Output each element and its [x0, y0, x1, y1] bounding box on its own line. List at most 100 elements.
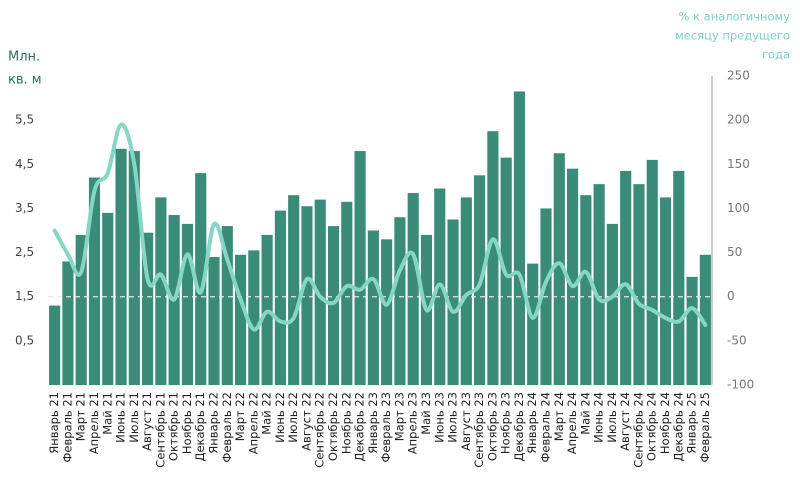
- x-tick-label: Октябрь 22: [326, 392, 340, 461]
- bar: [566, 168, 579, 385]
- line: [52, 122, 708, 332]
- x-tick-label: Декабрь 22: [353, 392, 367, 462]
- bar: [633, 184, 645, 385]
- x-tick-label: Январь 22: [207, 392, 221, 454]
- x-tick-label: Декабрь 21: [193, 392, 207, 462]
- x-tick-label: Июль 24: [605, 392, 619, 443]
- y2-tick-label: -100: [727, 378, 754, 392]
- x-tick-label: Июнь 21: [114, 392, 128, 443]
- bar: [301, 206, 313, 385]
- bar: [234, 254, 247, 385]
- bar: [128, 151, 140, 385]
- y2-tick-label: 250: [727, 69, 750, 83]
- bar: [354, 151, 366, 385]
- bar: [75, 234, 87, 385]
- bar: [88, 177, 101, 385]
- x-tick-label: Август 24: [618, 392, 632, 451]
- y-tick-label: 2,5: [15, 245, 34, 259]
- x-tick-label: Декабрь 23: [512, 392, 526, 462]
- bar: [327, 226, 340, 385]
- bar: [434, 188, 446, 385]
- y2-axis-title: % к аналогичному: [678, 10, 790, 24]
- bar: [553, 153, 565, 385]
- bar: [513, 91, 526, 385]
- x-tick-label: Ноябрь 23: [499, 392, 513, 454]
- bar: [673, 170, 685, 385]
- bar: [686, 276, 698, 385]
- bar: [288, 195, 300, 385]
- bar: [580, 195, 592, 385]
- x-tick-label: Май 24: [578, 392, 592, 435]
- y-tick-label: 4,5: [15, 157, 34, 171]
- y-tick-label: 3,5: [15, 201, 34, 215]
- x-tick-label: Февраль 23: [379, 392, 393, 463]
- y2-tick-label: 50: [727, 245, 742, 259]
- y2-axis-title: месяцу предущего: [675, 29, 790, 43]
- x-tick-label: Февраль 21: [60, 392, 74, 463]
- x-tick-label: Ноябрь 22: [339, 392, 353, 454]
- bar: [102, 212, 114, 385]
- bar: [208, 256, 220, 385]
- bar: [155, 197, 167, 385]
- bar: [620, 170, 632, 385]
- x-tick-label: Ноябрь 24: [658, 392, 672, 454]
- x-tick-label: Июнь 22: [273, 392, 287, 443]
- bar: [460, 197, 472, 385]
- y-tick-label: 1,5: [15, 289, 34, 303]
- x-tick-label: Март 24: [552, 392, 566, 441]
- y2-tick-label: 150: [727, 157, 750, 171]
- x-tick-label: Апрель 24: [565, 392, 579, 454]
- x-tick-label: Май 21: [100, 392, 114, 435]
- x-tick-label: Март 22: [233, 392, 247, 441]
- x-tick-label: Январь 25: [685, 392, 699, 454]
- x-tick-label: Август 21: [140, 392, 154, 451]
- y2-tick-label: 0: [727, 289, 735, 303]
- x-tick-label: Апрель 23: [406, 392, 420, 454]
- x-tick-label: Сентябрь 21: [153, 392, 167, 468]
- bar: [115, 148, 127, 385]
- y-tick-label: 5,5: [15, 113, 34, 127]
- y2-tick-label: 100: [727, 201, 750, 215]
- bar: [142, 232, 154, 385]
- bar: [394, 217, 406, 385]
- bar: [341, 201, 353, 385]
- bar: [527, 263, 539, 385]
- x-tick-label: Апрель 21: [87, 392, 101, 454]
- bar: [447, 219, 459, 385]
- x-tick-label: Сентябрь 24: [631, 392, 645, 468]
- x-tick-label: Июль 22: [286, 392, 300, 443]
- bar: [659, 197, 672, 385]
- bar: [314, 199, 326, 385]
- y2-tick-label: -50: [727, 333, 747, 347]
- x-tick-label: Июль 21: [127, 392, 141, 443]
- bar: [62, 261, 74, 385]
- bar: [221, 226, 233, 385]
- x-tick-label: Февраль 25: [698, 392, 712, 463]
- x-tick-label: Июнь 23: [432, 392, 446, 443]
- x-tick-label: Март 21: [74, 392, 88, 441]
- bar: [407, 192, 419, 385]
- bar: [487, 131, 499, 385]
- bar: [606, 223, 618, 385]
- bar: [195, 173, 207, 385]
- x-tick-label: Ноябрь 21: [180, 392, 194, 454]
- x-tick-label: Август 23: [459, 392, 473, 451]
- y2-axis-title: года: [762, 48, 790, 62]
- x-tick-label: Май 22: [260, 392, 274, 435]
- y-tick-label: 0,5: [15, 333, 34, 347]
- x-tick-label: Октябрь 23: [485, 392, 499, 461]
- x-tick-label: Февраль 22: [220, 392, 234, 463]
- x-tick-label: Январь 24: [525, 392, 539, 454]
- x-tick-label: Июль 23: [446, 392, 460, 443]
- y-axis-title: кв. м: [8, 73, 42, 88]
- x-tick-label: Декабрь 24: [671, 392, 685, 462]
- bar: [49, 305, 61, 385]
- y2-tick-label: 200: [727, 113, 750, 127]
- bar: [367, 230, 379, 385]
- x-tick-label: Август 22: [299, 392, 313, 451]
- bar: [181, 223, 194, 385]
- x-tick-label: Сентябрь 23: [472, 392, 486, 468]
- x-tick-label: Январь 23: [366, 392, 380, 454]
- bar: [699, 254, 711, 385]
